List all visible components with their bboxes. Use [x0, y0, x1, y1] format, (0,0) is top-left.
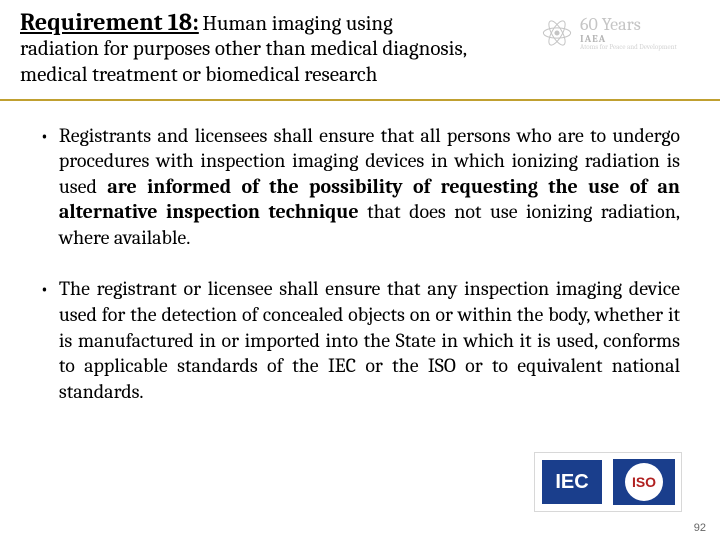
bullet-dot: •	[40, 123, 49, 251]
title-block: Requirement 18: Human imaging using radi…	[20, 8, 528, 89]
slide-header: Requirement 18: Human imaging using radi…	[0, 0, 720, 101]
iaea-tagline: Atoms for Peace and Development	[580, 44, 677, 51]
atom-icon	[540, 16, 574, 50]
iaea-org: IAEA	[580, 34, 677, 44]
bullet-1: • Registrants and licensees shall ensure…	[40, 123, 680, 251]
bullet-2: • The registrant or licensee shall ensur…	[40, 276, 680, 404]
standards-logos: IEC ISO	[534, 452, 682, 512]
bullet-1-text: Registrants and licensees shall ensure t…	[59, 123, 680, 251]
bullet-2-text: The registrant or licensee shall ensure …	[59, 276, 680, 404]
iec-logo: IEC	[541, 459, 603, 505]
slide-content: • Registrants and licensees shall ensure…	[0, 101, 720, 405]
iso-logo: ISO	[613, 459, 675, 505]
iaea-text: 60 Years IAEA Atoms for Peace and Develo…	[580, 16, 677, 51]
title-continuation: Human imaging using	[202, 12, 392, 36]
iaea-logo: 60 Years IAEA Atoms for Peace and Develo…	[540, 8, 700, 58]
iso-logo-inner: ISO	[625, 463, 663, 501]
bullet-dot: •	[40, 276, 49, 404]
slide-number: 92	[694, 522, 706, 534]
subtitle: radiation for purposes other than medica…	[20, 36, 528, 89]
requirement-label: Requirement 18:	[20, 8, 199, 36]
iaea-years: 60 Years	[580, 16, 677, 34]
